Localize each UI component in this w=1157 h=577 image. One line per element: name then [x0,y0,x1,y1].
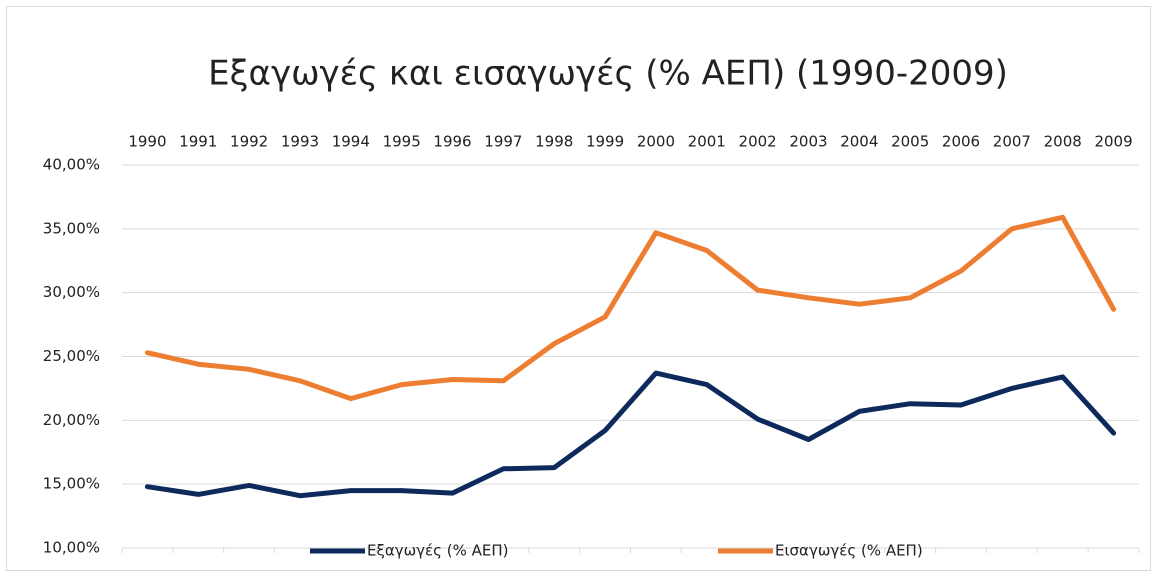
y-tick-label: 15,00% [43,475,100,493]
x-tick-label: 2004 [840,133,878,151]
x-tick-label: 1990 [128,133,166,151]
y-tick-label: 35,00% [43,219,100,237]
series-line [144,214,1117,402]
x-tick-label: 2005 [891,133,929,151]
x-tick-label: 1998 [535,133,573,151]
x-tick-label: 1994 [332,133,370,151]
x-tick-label: 2006 [942,133,980,151]
x-tick-label: 1997 [484,133,522,151]
x-tick-label: 1991 [179,133,217,151]
y-tick-label: 10,00% [43,539,100,557]
y-tick-label: 20,00% [43,411,100,429]
y-tick-label: 25,00% [43,347,100,365]
chart-title: Εξαγωγές και εισαγωγές (% ΑΕΠ) (1990-200… [208,54,1008,94]
x-tick-label: 2002 [739,133,777,151]
y-tick-label: 30,00% [43,283,100,301]
legend-label: Εισαγωγές (% ΑΕΠ) [775,542,923,560]
x-tick-label: 2000 [637,133,675,151]
y-tick-label: 40,00% [43,156,100,174]
x-tick-label: 1995 [383,133,421,151]
x-tick-label: 2009 [1094,133,1132,151]
x-tick-label: 1993 [281,133,319,151]
x-tick-label: 1992 [230,133,268,151]
x-tick-label: 2007 [993,133,1031,151]
x-tick-label: 2008 [1044,133,1082,151]
x-tick-label: 1999 [586,133,624,151]
chart-border [6,6,1151,571]
x-tick-label: 1996 [433,133,471,151]
x-tick-label: 2001 [688,133,726,151]
x-tick-label: 2003 [789,133,827,151]
series-line [144,370,1117,499]
legend-label: Εξαγωγές (% ΑΕΠ) [367,542,508,560]
